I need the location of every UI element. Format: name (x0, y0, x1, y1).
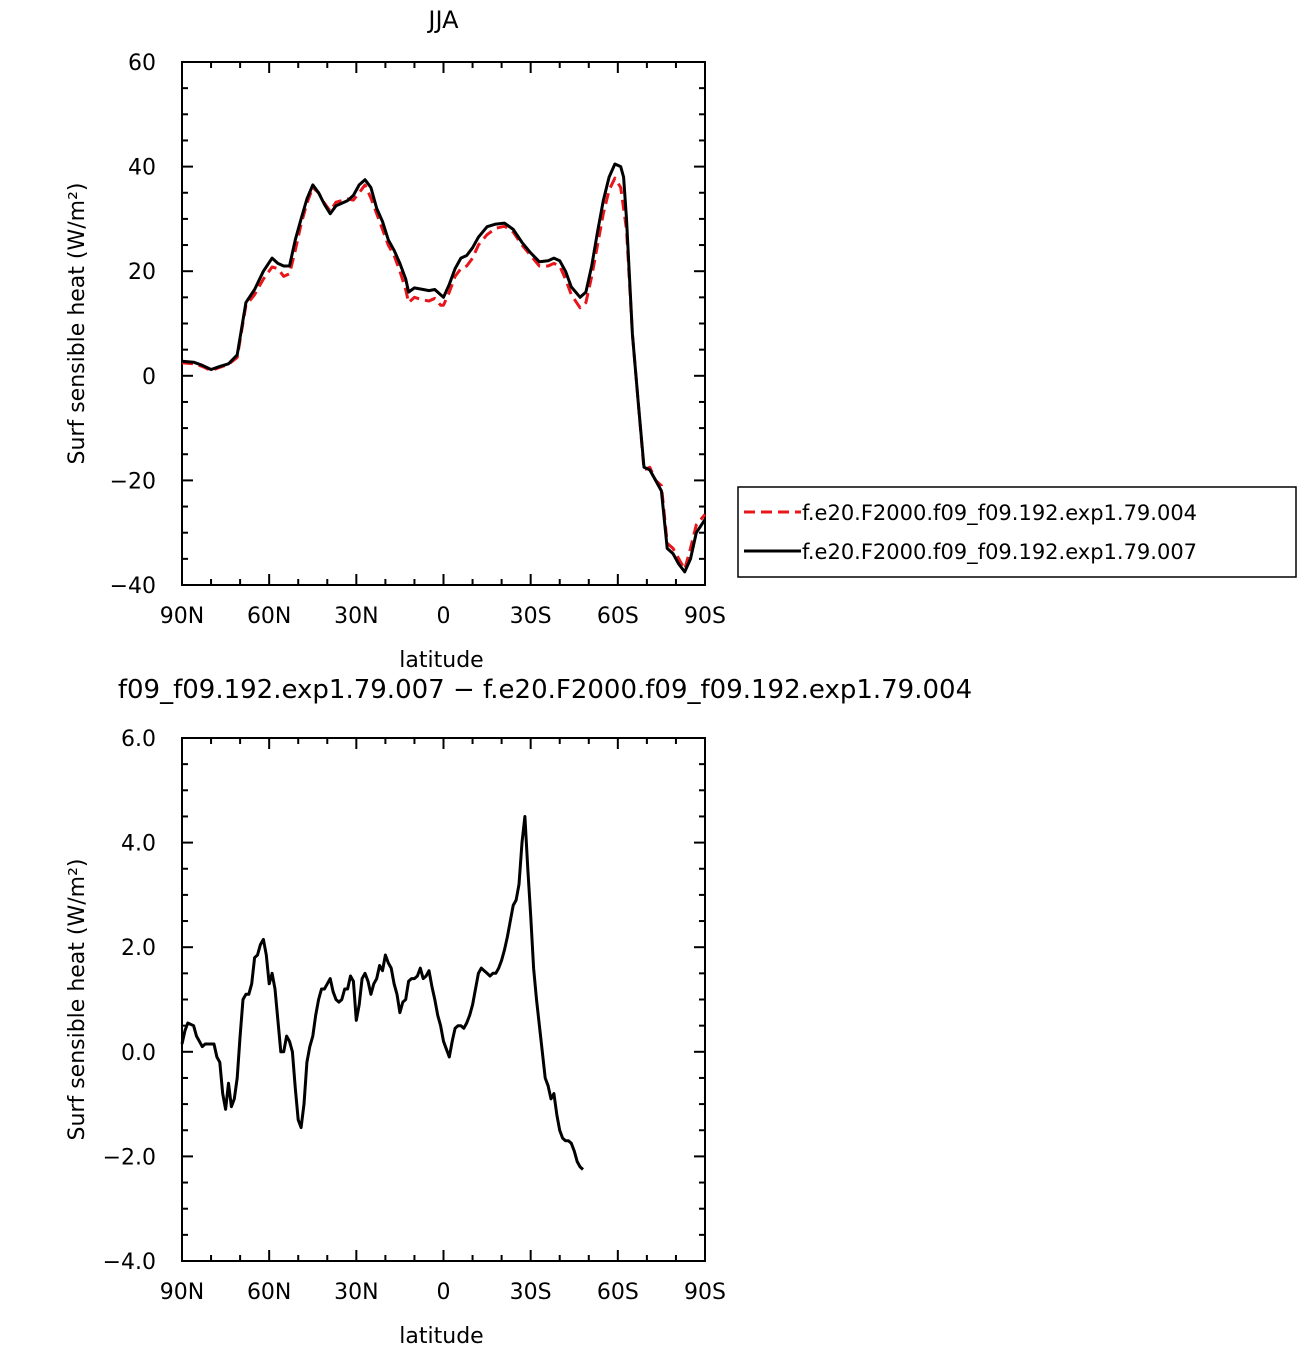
x-tick-label: 30S (510, 1280, 552, 1305)
x-tick-label: 0 (437, 1280, 451, 1305)
y-tick-label: 40 (128, 156, 156, 181)
plot-frame (181, 737, 706, 1262)
y-tick-label: 6.0 (121, 727, 156, 752)
x-tick-label: 90S (684, 1280, 726, 1305)
top-chart-x-axis-label: latitude (399, 648, 483, 673)
plot-frame (181, 61, 706, 586)
x-tick-label: 30N (334, 1280, 378, 1305)
x-tick-label: 60N (247, 604, 291, 629)
series-line-0-0 (181, 176, 707, 571)
y-tick-label: 60 (128, 51, 156, 76)
bottom-chart-x-axis-label: latitude (399, 1324, 483, 1349)
bottom-chart-y-axis-label: Surf sensible heat (W/m²) (65, 859, 90, 1141)
x-tick-label: 90N (160, 604, 204, 629)
x-tick-label: 30S (510, 604, 552, 629)
y-tick-label: 4.0 (121, 832, 156, 857)
y-tick-label: 0.0 (121, 1041, 156, 1066)
y-tick-label: 2.0 (121, 936, 156, 961)
legend-entry-series-007: f.e20.F2000.f09_f09.192.exp1.79.007 (802, 540, 1197, 565)
top-chart: JJA 90N 60N 30N 0 30S 60S 90S −40 −20 0 20 40 60 Sur… (65, 6, 726, 673)
series-line-0-1 (181, 162, 707, 574)
bottom-chart: f09_f09.192.exp1.79.007 − f.e20.F2000.f0… (65, 675, 972, 1349)
bottom-chart-title: f09_f09.192.exp1.79.007 − f.e20.F2000.f0… (118, 675, 972, 705)
y-tick-label: −40 (110, 574, 156, 599)
x-tick-label: 60S (597, 1280, 639, 1305)
top-chart-title: JJA (426, 6, 459, 34)
x-tick-label: 60S (597, 604, 639, 629)
legend-entry-series-004: f.e20.F2000.f09_f09.192.exp1.79.004 (802, 501, 1197, 526)
y-tick-label: −2.0 (103, 1145, 156, 1170)
top-chart-y-axis-label: Surf sensible heat (W/m²) (65, 183, 90, 465)
x-tick-label: 60N (247, 1280, 291, 1305)
legend: f.e20.F2000.f09_f09.192.exp1.79.004 f.e2… (737, 486, 1297, 578)
x-tick-label: 0 (437, 604, 451, 629)
top-chart-plot-area: 90N 60N 30N 0 30S 60S 90S −40 −20 0 20 40 60 (110, 51, 726, 629)
series-line-1-0 (180, 815, 585, 1171)
y-tick-label: 0 (142, 365, 156, 390)
y-tick-label: −20 (110, 469, 156, 494)
legend-box (737, 486, 1297, 578)
x-tick-label: 90N (160, 1280, 204, 1305)
y-tick-label: 20 (128, 260, 156, 285)
bottom-chart-plot-area: 90N 60N 30N 0 30S 60S 90S −4.0 −2.0 0.0 2.0 4.0 6.0 (103, 727, 726, 1305)
x-tick-label: 30N (334, 604, 378, 629)
x-tick-label: 90S (684, 604, 726, 629)
y-tick-label: −4.0 (103, 1250, 156, 1275)
